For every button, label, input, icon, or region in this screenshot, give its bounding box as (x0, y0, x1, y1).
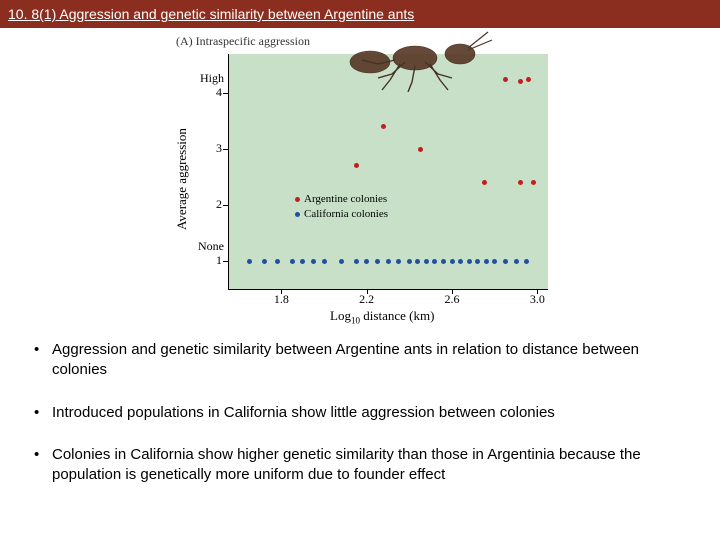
legend-label: Argentine colonies (304, 192, 387, 207)
data-point (514, 259, 519, 264)
data-point (262, 259, 267, 264)
data-point (492, 259, 497, 264)
data-point (300, 259, 305, 264)
y-axis (228, 54, 229, 289)
data-point (418, 147, 423, 152)
data-point (311, 259, 316, 264)
legend-dot-icon (295, 197, 300, 202)
bullet-item: Introduced populations in California sho… (34, 403, 686, 423)
x-axis (228, 289, 548, 290)
data-point (524, 259, 529, 264)
data-point (290, 259, 295, 264)
data-point (386, 259, 391, 264)
legend-dot-icon (295, 212, 300, 217)
bullet-list: Aggression and genetic similarity betwee… (0, 322, 720, 485)
legend-item-argentine: Argentine colonies (295, 192, 388, 207)
y-tick-label: 1 (172, 253, 222, 268)
data-point (475, 259, 480, 264)
bullet-item: Aggression and genetic similarity betwee… (34, 340, 686, 381)
data-point (247, 259, 252, 264)
legend: Argentine colonies California colonies (295, 192, 388, 222)
y-tick-extra: None (174, 239, 224, 254)
x-tick-label: 2.2 (352, 292, 382, 307)
data-point (407, 259, 412, 264)
x-tick-label: 2.6 (437, 292, 467, 307)
data-point (322, 259, 327, 264)
data-point (275, 259, 280, 264)
data-point (518, 180, 523, 185)
data-point (375, 259, 380, 264)
data-point (424, 259, 429, 264)
x-tick-label: 1.8 (266, 292, 296, 307)
legend-item-california: California colonies (295, 207, 388, 222)
slide-title: 10. 8(1) Aggression and genetic similari… (8, 6, 414, 22)
scatter-chart: (A) Intraspecific aggression 1None234Hig… (150, 32, 570, 322)
data-point (503, 259, 508, 264)
data-point (526, 77, 531, 82)
y-tick-label: 4 (172, 85, 222, 100)
data-point (396, 259, 401, 264)
ant-illustration (320, 22, 500, 92)
data-point (354, 259, 359, 264)
data-point (339, 259, 344, 264)
data-point (450, 259, 455, 264)
data-point (531, 180, 536, 185)
y-axis-label: Average aggression (174, 128, 190, 230)
y-tick-extra: High (174, 71, 224, 86)
data-point (503, 77, 508, 82)
data-point (458, 259, 463, 264)
data-point (484, 259, 489, 264)
data-point (354, 163, 359, 168)
legend-label: California colonies (304, 207, 388, 222)
data-point (467, 259, 472, 264)
chart-container: (A) Intraspecific aggression 1None234Hig… (0, 28, 720, 322)
y-tick (223, 93, 228, 94)
panel-label: (A) Intraspecific aggression (176, 34, 310, 49)
y-tick (223, 261, 228, 262)
x-tick-label: 3.0 (522, 292, 552, 307)
x-axis-label: Log10 distance (km) (330, 308, 434, 326)
bullet-item: Colonies in California show higher genet… (34, 445, 686, 486)
data-point (441, 259, 446, 264)
data-point (364, 259, 369, 264)
y-tick (223, 205, 228, 206)
data-point (415, 259, 420, 264)
data-point (482, 180, 487, 185)
y-tick (223, 149, 228, 150)
